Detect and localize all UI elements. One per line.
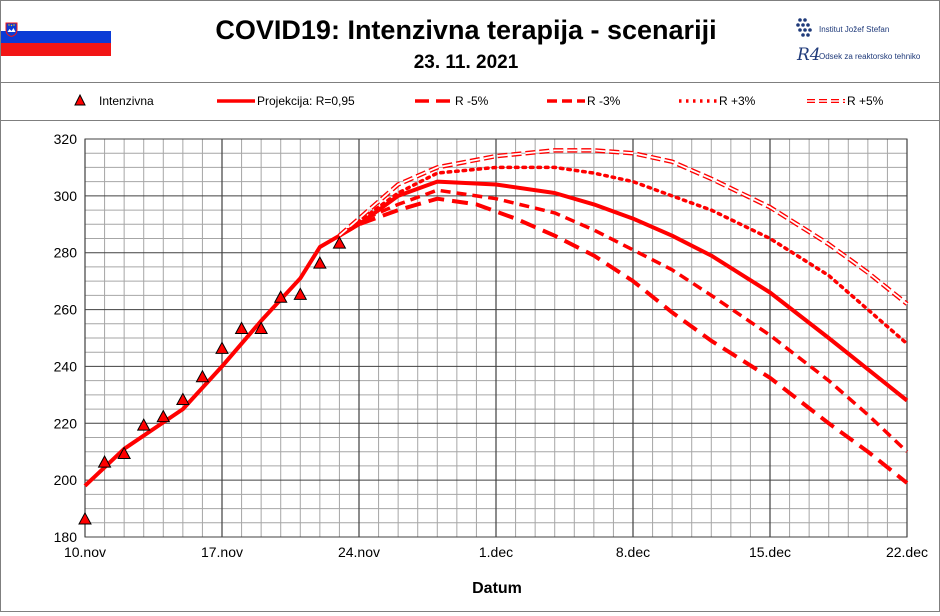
chart-title: COVID19: Intenzivna terapija - scenariji: [215, 15, 717, 45]
ijs-dots-icon: [796, 18, 812, 37]
data-point-triangle: [273, 290, 288, 303]
data-markers: [78, 236, 347, 525]
flag-stripe-blue: [1, 31, 111, 43]
series-lines: [83, 148, 909, 488]
legend-label: R -3%: [587, 94, 621, 108]
x-axis-label: Datum: [472, 580, 522, 597]
chart-area: 180 200 220 240 260 280 300 320 10.nov 17.nov 24.n…: [1, 121, 939, 611]
legend: Intenzivna Projekcija: R=0,95 R -5% R -3…: [1, 85, 939, 117]
series-line-solid: [83, 179, 909, 488]
data-point-triangle: [313, 256, 327, 269]
legend-divider: [1, 120, 939, 121]
legend-label: R +5%: [847, 94, 884, 108]
data-point-triangle: [176, 392, 190, 406]
r4-mark: R4: [797, 45, 821, 65]
data-point-triangle: [78, 511, 92, 525]
data-point-triangle: [293, 287, 308, 300]
coat-of-arms-icon: [5, 22, 18, 37]
legend-double-line: [807, 99, 845, 103]
data-point-triangle: [156, 409, 171, 423]
legend-label: R +3%: [719, 94, 756, 108]
data-point-triangle: [234, 321, 249, 334]
series-line-dash-long: [338, 196, 909, 485]
data-point-triangle: [215, 341, 229, 354]
legend-triangle-icon: [74, 93, 86, 106]
legend-long-dash-line: [415, 99, 451, 103]
ijs-logo: Institut Jožef Stefan: [795, 17, 935, 43]
y-tick-label: 220: [54, 415, 78, 431]
x-tick-label: 22.dec: [886, 544, 928, 560]
legend-label: R -5%: [455, 94, 489, 108]
legend-solid-line: [217, 99, 255, 103]
series-line-dash: [338, 188, 909, 453]
data-point-triangle: [117, 446, 131, 460]
flag-stripe-red: [1, 43, 111, 56]
x-tick-label: 17.nov: [201, 544, 243, 560]
x-tick-label: 8.dec: [616, 544, 650, 560]
series-line-double-inner: [338, 149, 908, 305]
y-tick-label: 320: [54, 131, 78, 147]
y-tick-label: 200: [54, 472, 78, 488]
r4-logo-text: Odsek za reaktorsko tehniko: [819, 52, 921, 61]
x-tick-label: 15.dec: [749, 544, 791, 560]
data-point-triangle: [254, 321, 268, 334]
x-tick-label: 10.nov: [64, 544, 106, 560]
tick-labels: 180 200 220 240 260 280 300 320 10.nov 17.nov 24.n…: [54, 131, 928, 560]
slovenia-flag: [1, 19, 111, 56]
data-point-triangle: [332, 236, 347, 249]
flag-stripe-white: [1, 19, 111, 31]
y-tick-label: 240: [54, 358, 78, 374]
x-tick-label: 24.nov: [338, 544, 380, 560]
line-chart: 180 200 220 240 260 280 300 320 10.nov 17.nov 24.n…: [54, 131, 928, 597]
series-line-dot: [337, 165, 909, 346]
y-tick-label: 180: [54, 529, 78, 545]
legend-dash-line: [547, 99, 585, 103]
r4-logo: R4 Odsek za reaktorsko tehniko: [795, 45, 935, 67]
data-point-triangle: [136, 418, 151, 431]
ijs-logo-text: Institut Jožef Stefan: [819, 25, 890, 34]
grid: [84, 138, 908, 538]
legend-dotted-line: [679, 99, 717, 103]
legend-label: Projekcija: R=0,95: [257, 94, 355, 108]
chart-date: 23. 11. 2021: [413, 52, 519, 73]
data-point-triangle: [195, 369, 210, 383]
plot-border: [84, 138, 908, 538]
data-point-triangle: [97, 455, 112, 468]
legend-label: Intenzivna: [99, 94, 154, 108]
y-tick-label: 280: [54, 245, 78, 261]
y-tick-label: 260: [54, 302, 78, 318]
x-tick-label: 1.dec: [479, 544, 513, 560]
header-divider: [1, 82, 939, 83]
y-tick-label: 300: [54, 188, 78, 204]
